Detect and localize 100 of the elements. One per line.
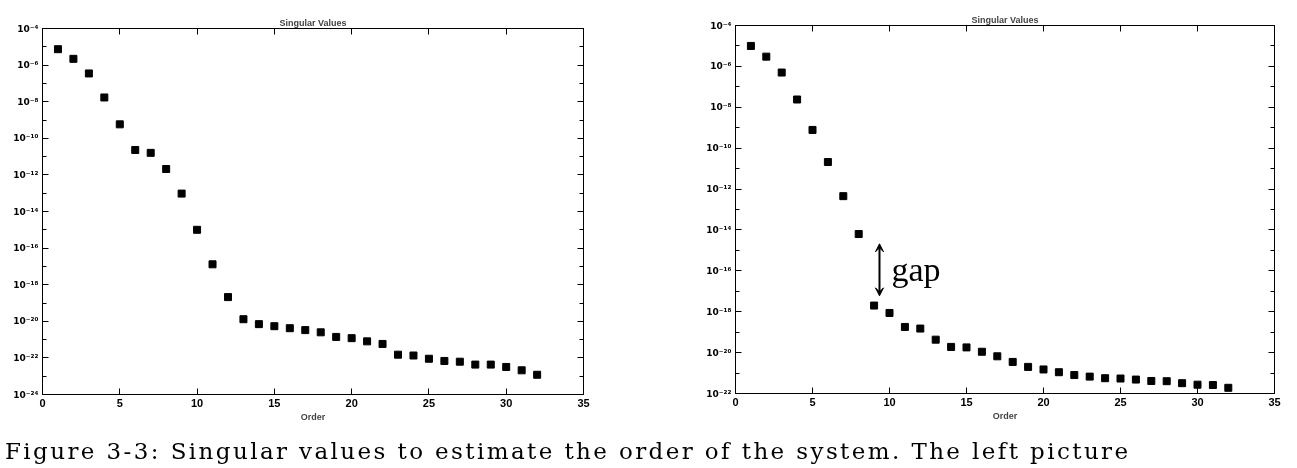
point (1008, 357, 1017, 366)
y-tick-label: 10⁻⁶ (710, 61, 732, 72)
point (1054, 368, 1063, 377)
x-tick-label: 15 (268, 396, 281, 409)
y-tick-label: 10⁻¹⁴ (706, 224, 732, 235)
point (84, 69, 93, 78)
chart-title: Singular Values (971, 14, 1039, 25)
y-tick-label: 10⁻²⁰ (706, 347, 732, 358)
point (823, 158, 832, 167)
point (162, 165, 171, 173)
point (1101, 374, 1110, 383)
point (947, 342, 956, 351)
point (115, 120, 124, 129)
point (977, 347, 986, 356)
x-axis-title: Order (300, 411, 326, 422)
point (301, 326, 310, 335)
point (316, 328, 325, 337)
y-tick-label: 10⁻¹⁶ (13, 243, 39, 254)
x-tick-label: 10 (190, 396, 204, 409)
x-tick-label: 35 (577, 396, 590, 409)
point (223, 293, 232, 302)
y-tick-label: 10⁻¹² (706, 184, 732, 195)
point (440, 356, 449, 365)
x-axis-title: Order (992, 410, 1018, 421)
y-tick-label: 10⁻¹⁶ (706, 265, 732, 276)
point (131, 145, 140, 154)
point (1039, 365, 1048, 374)
point (762, 52, 771, 61)
point (177, 189, 186, 198)
point (962, 343, 971, 352)
point (1085, 372, 1094, 381)
x-tick-label: 20 (345, 396, 358, 409)
point (777, 68, 786, 77)
y-tick-label: 10⁻²² (13, 352, 39, 363)
x-tick-label: 5 (116, 396, 123, 409)
y-tick-label: 10⁻⁴ (710, 20, 732, 31)
point (146, 148, 155, 157)
point (193, 225, 202, 234)
y-tick-label: 10⁻⁶ (17, 60, 39, 71)
point (885, 308, 894, 317)
point (455, 357, 464, 366)
y-tick-label: 10⁻¹⁸ (13, 279, 39, 290)
point (993, 352, 1002, 361)
x-tick-label: 30 (500, 396, 513, 409)
point (839, 192, 848, 201)
point (1131, 375, 1140, 384)
caption: Figure 3-3: Singular values to estimate the order of the system. The left picture (5, 437, 1131, 465)
y-tick-label: 10⁻¹⁸ (706, 306, 732, 317)
point (409, 351, 418, 360)
x-tick-label: 0 (39, 396, 46, 409)
point (1224, 383, 1233, 392)
x-tick-label: 0 (732, 395, 739, 408)
point (100, 93, 109, 102)
y-tick-label: 10⁻²² (706, 388, 732, 399)
point (1070, 371, 1079, 380)
point (254, 320, 263, 329)
point (746, 41, 755, 50)
y-tick-label: 10⁻⁸ (17, 96, 39, 107)
y-tick-label: 10⁻¹⁰ (706, 143, 732, 154)
y-tick-label: 10⁻¹⁴ (13, 206, 39, 217)
x-tick-label: 15 (960, 395, 973, 408)
annotation: gap (891, 251, 941, 289)
point (931, 335, 940, 344)
x-tick-label: 5 (809, 395, 816, 408)
x-tick-label: 30 (1191, 395, 1204, 408)
y-tick-label: 10⁻¹² (13, 169, 39, 180)
x-tick-label: 20 (1037, 395, 1050, 408)
x-tick-label: 25 (422, 396, 436, 409)
point (533, 370, 542, 379)
point (378, 339, 387, 348)
point (363, 337, 372, 346)
x-tick-label: 10 (883, 395, 896, 408)
point (208, 260, 217, 269)
point (1147, 376, 1156, 385)
point (1162, 377, 1171, 386)
point (53, 45, 62, 54)
point (285, 324, 294, 333)
point (900, 322, 909, 331)
point (486, 360, 495, 369)
x-tick-label: 25 (1114, 395, 1127, 408)
point (471, 360, 480, 369)
point (502, 362, 511, 371)
point (424, 354, 433, 363)
x-tick-label: 35 (1268, 395, 1281, 408)
point (69, 54, 78, 63)
y-tick-label: 10⁻²⁴ (13, 389, 39, 400)
point (1024, 362, 1033, 371)
chart-title: Singular Values (279, 17, 347, 28)
point (517, 366, 526, 375)
point (394, 350, 403, 359)
y-tick-label: 10⁻⁸ (710, 102, 732, 113)
y-tick-label: 10⁻⁴ (17, 23, 39, 34)
point (1193, 380, 1202, 389)
point (916, 324, 925, 333)
point (793, 95, 802, 104)
point (332, 332, 341, 341)
point (870, 301, 879, 310)
point (808, 125, 817, 134)
point (1208, 381, 1217, 390)
point (347, 334, 356, 343)
